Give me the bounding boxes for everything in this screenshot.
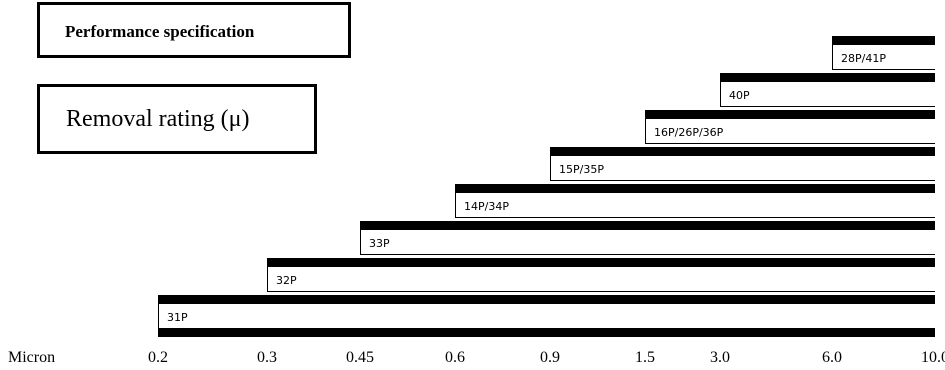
- tier-box: 16P/26P/36P: [645, 118, 935, 144]
- tier-top-bar: [645, 110, 935, 118]
- product-label: 15P/35P: [559, 163, 604, 176]
- tier-box: 15P/35P: [550, 155, 935, 181]
- tier-top-bar: [267, 258, 935, 266]
- tier-top-bar: [832, 36, 935, 44]
- axis-tick-label: 0.6: [445, 349, 465, 366]
- product-tier: 40P: [720, 73, 935, 107]
- product-label: 31P: [167, 311, 188, 324]
- tier-box: 40P: [720, 81, 935, 107]
- removal-rating-text: Removal rating (μ): [66, 106, 250, 132]
- axis-tick-label: 10.0: [921, 349, 945, 366]
- tier-box: 31P: [158, 303, 935, 329]
- performance-specification-text: Performance specification: [65, 22, 255, 41]
- axis-tick-label: 0.9: [540, 349, 560, 366]
- product-label: 14P/34P: [464, 200, 509, 213]
- axis-label: Micron: [8, 349, 56, 366]
- tier-top-bar: [550, 147, 935, 155]
- product-tier: 16P/26P/36P: [645, 110, 935, 144]
- product-label: 33P: [369, 237, 390, 250]
- tier-top-bar: [360, 221, 935, 229]
- removal-rating-title: Removal rating (μ): [37, 84, 317, 154]
- product-label: 40P: [729, 89, 750, 102]
- tier-box: 28P/41P: [832, 44, 935, 70]
- tier-top-bar: [720, 73, 935, 81]
- product-tier: 28P/41P: [832, 36, 935, 70]
- product-label: 32P: [276, 274, 297, 287]
- base-bar: [158, 329, 935, 337]
- product-label: 28P/41P: [841, 52, 886, 65]
- axis-tick-label: 0.45: [346, 349, 374, 366]
- product-label: 16P/26P/36P: [654, 126, 724, 139]
- axis-tick-label: 6.0: [822, 349, 842, 366]
- tier-box: 32P: [267, 266, 935, 292]
- product-tier: 15P/35P: [550, 147, 935, 181]
- product-tier: 32P: [267, 258, 935, 292]
- product-tier: 33P: [360, 221, 935, 255]
- product-tier: 31P: [158, 295, 935, 329]
- axis-tick-label: 0.2: [148, 349, 168, 366]
- tier-top-bar: [455, 184, 935, 192]
- performance-specification-title: Performance specification: [37, 2, 351, 58]
- axis-tick-label: 1.5: [635, 349, 655, 366]
- product-tier: 14P/34P: [455, 184, 935, 218]
- axis-tick-label: 3.0: [710, 349, 730, 366]
- axis-tick-label: 0.3: [257, 349, 277, 366]
- tier-box: 33P: [360, 229, 935, 255]
- tier-top-bar: [158, 295, 935, 303]
- tier-box: 14P/34P: [455, 192, 935, 218]
